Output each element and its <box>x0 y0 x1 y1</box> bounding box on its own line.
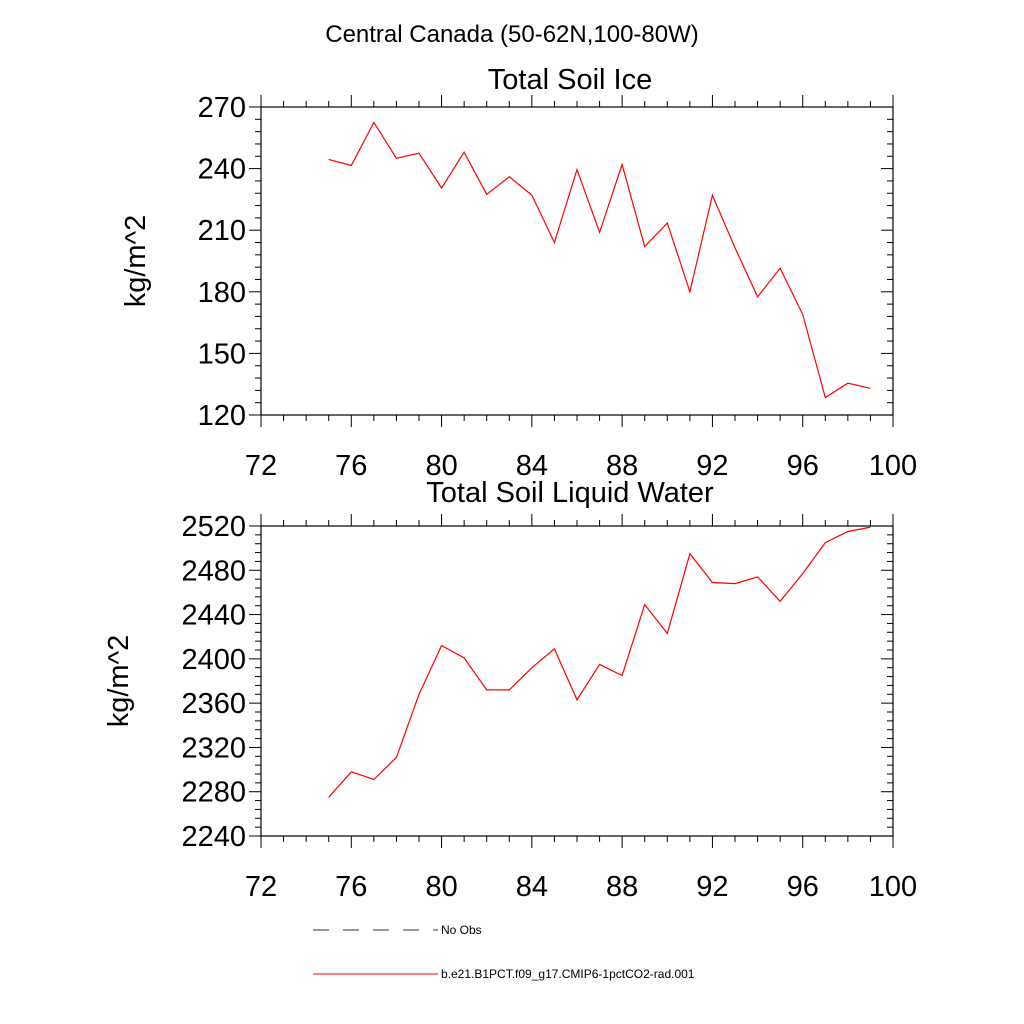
series-line <box>328 121 871 399</box>
y-tick-label: 2480 <box>181 555 246 587</box>
y-axis-label: kg/m^2 <box>120 215 152 308</box>
x-tick-label: 88 <box>606 450 638 482</box>
y-tick-label: 270 <box>198 92 246 124</box>
x-tick-label: 80 <box>425 871 457 903</box>
x-tick-label: 100 <box>869 871 917 903</box>
x-tick-label: 96 <box>787 871 819 903</box>
panel-total-soil-ice: Total Soil Ice kg/m^2 72 76 80 84 88 92 96 100 1… <box>120 64 917 482</box>
legend: No Obs b.e21.B1PCT.f09_g17.CMIP6-1pctCO2… <box>313 923 695 981</box>
x-tick-label: 84 <box>516 871 548 903</box>
x-tick-label: 76 <box>335 450 367 482</box>
x-tick-label: 88 <box>606 871 638 903</box>
y-tick-label: 2400 <box>181 644 246 676</box>
plot-frame <box>260 106 894 416</box>
x-tick-label: 92 <box>696 450 728 482</box>
y-tick-label: 2520 <box>181 511 246 543</box>
legend-label-no-obs: No Obs <box>441 923 482 937</box>
axes: 72 76 80 84 88 92 96 100 120 150 180 210 240 270 <box>198 92 918 482</box>
x-tick-label: 72 <box>245 871 277 903</box>
y-tick-label: 210 <box>198 215 246 247</box>
plot-area <box>328 121 871 399</box>
x-tick-label: 76 <box>335 871 367 903</box>
y-tick-label: 240 <box>198 154 246 186</box>
plot-area <box>328 526 871 798</box>
panel-title: Total Soil Ice <box>488 64 652 96</box>
x-tick-label: 96 <box>787 450 819 482</box>
y-tick-label: 2360 <box>181 688 246 720</box>
series-line <box>328 526 871 798</box>
plot-frame <box>260 525 894 837</box>
y-tick-label: 2320 <box>181 732 246 764</box>
figure-title: Central Canada (50-62N,100-80W) <box>325 21 699 48</box>
legend-label-model-run: b.e21.B1PCT.f09_g17.CMIP6-1pctCO2-rad.00… <box>441 967 695 981</box>
x-tick-label: 100 <box>869 450 917 482</box>
y-tick-label: 180 <box>198 277 246 309</box>
y-tick-label: 2280 <box>181 777 246 809</box>
x-tick-label: 72 <box>245 450 277 482</box>
y-tick-label: 120 <box>198 400 246 432</box>
y-tick-label: 2440 <box>181 600 246 632</box>
x-tick-label: 84 <box>516 450 548 482</box>
panel-title: Total Soil Liquid Water <box>426 477 714 509</box>
x-tick-label: 80 <box>425 450 457 482</box>
panel-total-soil-liquid-water: Total Soil Liquid Water kg/m^2 72 76 80 84 8… <box>103 477 917 903</box>
y-tick-label: 2240 <box>181 821 246 853</box>
x-tick-label: 92 <box>696 871 728 903</box>
y-axis-label: kg/m^2 <box>103 635 135 728</box>
y-tick-label: 150 <box>198 338 246 370</box>
axes: 72 76 80 84 88 92 96 100 2240 2280 2320 2360 2400 244… <box>181 511 917 903</box>
